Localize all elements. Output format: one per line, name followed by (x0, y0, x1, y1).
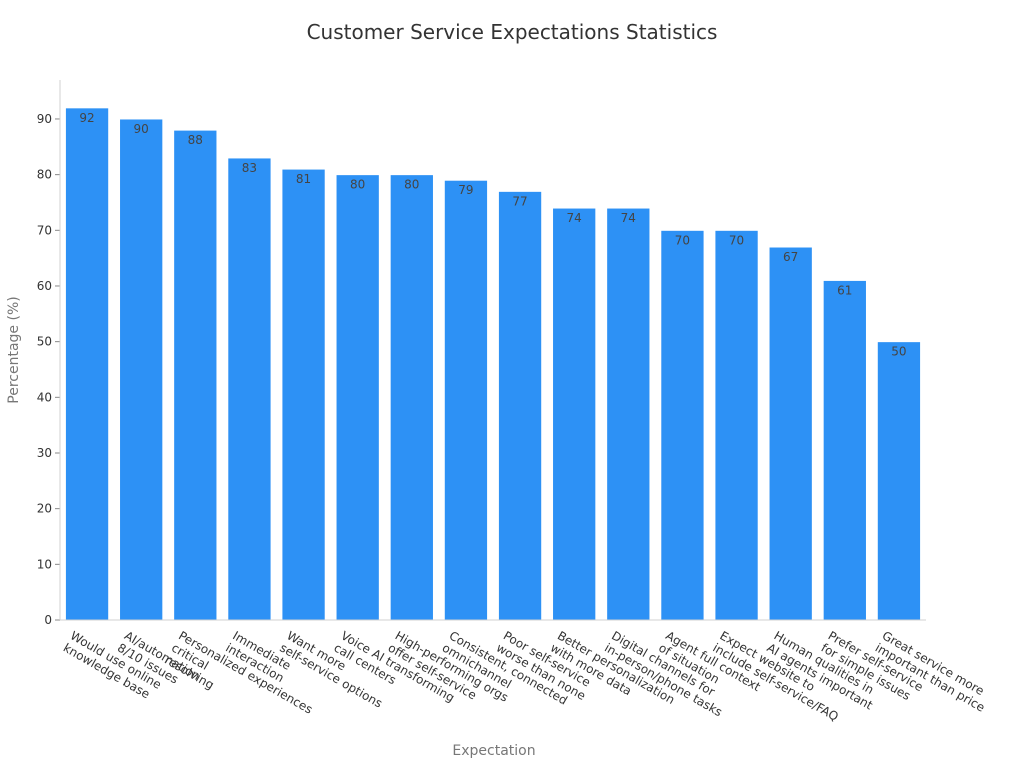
y-tick-label: 90 (37, 112, 52, 126)
y-tick-label: 20 (37, 502, 52, 516)
bar-value-label: 88 (188, 133, 203, 147)
bar (876, 341, 922, 621)
bar (497, 190, 543, 621)
bar-value-label: 81 (296, 172, 311, 186)
y-tick-label: 60 (37, 279, 52, 293)
bar-value-label: 61 (837, 283, 852, 297)
bar-value-label: 92 (79, 111, 94, 125)
data-labels: 92 90 88 83 81 80 80 79 77 74 74 70 70 67 61 50 (79, 111, 906, 359)
y-tick-label: 0 (44, 613, 52, 627)
bar-value-label: 79 (458, 183, 473, 197)
bar-value-label: 74 (567, 211, 582, 225)
bar-value-label: 80 (350, 178, 365, 192)
bar (822, 279, 867, 621)
bar (606, 207, 651, 621)
y-tick-label: 50 (37, 335, 52, 349)
y-tick-label: 80 (37, 168, 52, 182)
y-axis-title: Percentage (%) (6, 296, 22, 403)
y-tick-label: 10 (37, 557, 52, 571)
y-tick-label: 40 (37, 390, 52, 404)
bar-value-label: 77 (512, 194, 527, 208)
bar (173, 129, 218, 621)
bar-value-label: 67 (783, 250, 798, 264)
x-axis-labels: Would use onlineknowledge baseAI/automat… (61, 628, 987, 723)
bar-value-label: 70 (729, 233, 744, 247)
bar (119, 118, 164, 621)
y-axis-ticks: 0 10 20 30 40 50 60 70 80 90 (37, 112, 60, 627)
bar-value-label: 90 (134, 122, 149, 136)
bar-value-label: 70 (675, 233, 690, 247)
y-tick-label: 70 (37, 223, 52, 237)
bar (64, 107, 110, 621)
chart-title: Customer Service Expectations Statistics (306, 20, 718, 44)
bar (335, 174, 380, 621)
bars (64, 107, 922, 621)
bar (768, 246, 813, 621)
x-axis-title: Expectation (452, 743, 535, 759)
bar (443, 179, 489, 621)
y-tick-label: 30 (37, 446, 52, 460)
bar-value-label: 74 (621, 211, 636, 225)
bar-value-label: 50 (891, 345, 906, 359)
bar (714, 229, 759, 621)
bar (552, 207, 597, 621)
bar-value-label: 83 (242, 161, 257, 175)
bar (660, 229, 705, 621)
bar (389, 174, 434, 621)
bar (227, 157, 272, 621)
bar (281, 168, 326, 621)
bar-value-label: 80 (404, 178, 419, 192)
